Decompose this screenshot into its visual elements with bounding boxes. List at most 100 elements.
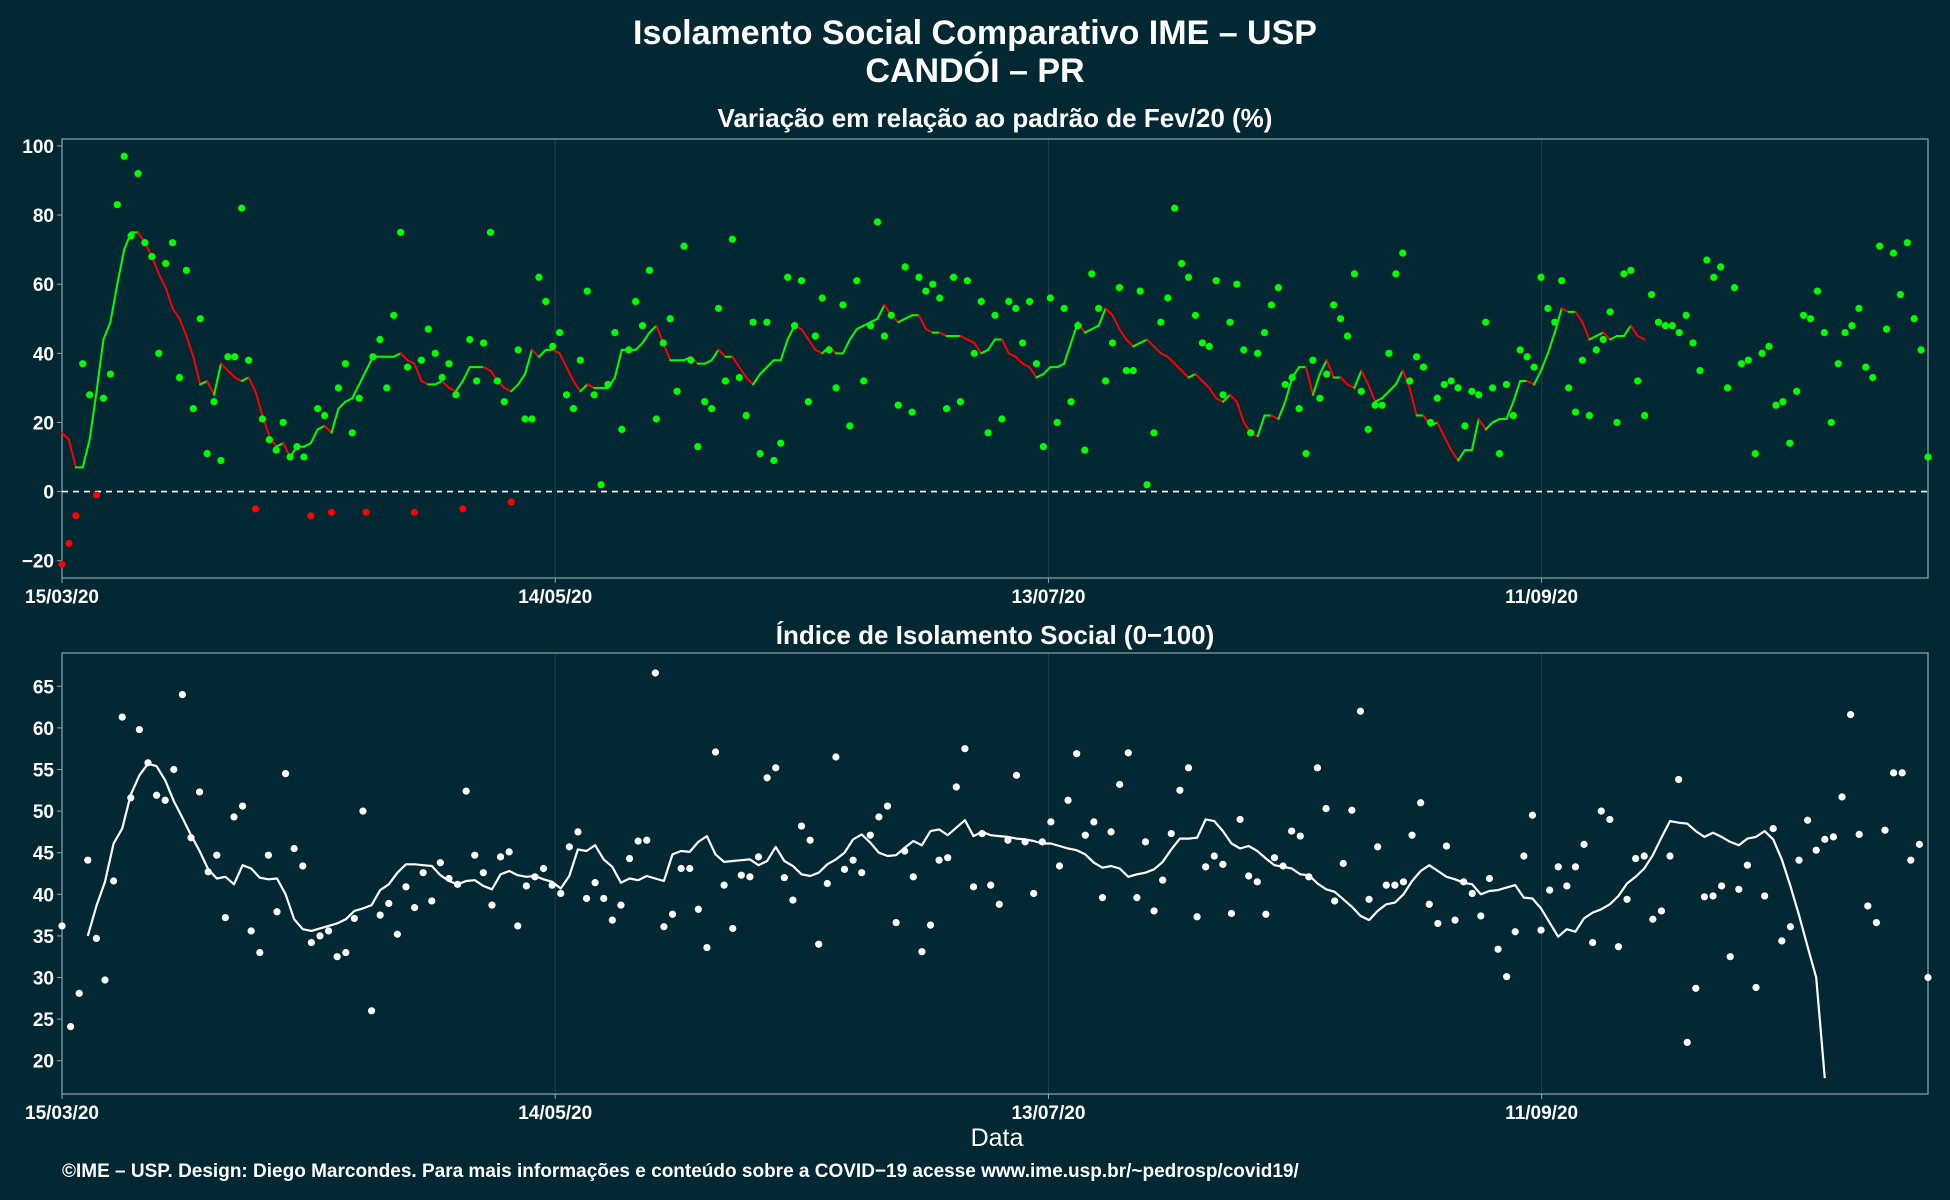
moving-average-segment [330, 407, 340, 434]
data-point [963, 277, 971, 285]
data-point [436, 859, 444, 867]
data-point [832, 753, 840, 761]
data-point [1067, 398, 1075, 406]
moving-average-segment [959, 335, 969, 341]
data-point [466, 335, 474, 344]
data-point [754, 853, 763, 861]
data-point [231, 353, 239, 361]
data-point [918, 948, 926, 956]
data-point [574, 828, 582, 836]
moving-average-segment [745, 376, 755, 386]
moving-average-segment [1374, 397, 1384, 403]
moving-average-segment [213, 362, 222, 396]
chart-title: Isolamento Social Comparativo IME – USP [633, 14, 1317, 52]
moving-average-segment [102, 321, 112, 341]
data-point [141, 239, 149, 247]
data-point [763, 774, 771, 782]
moving-average-segment [1318, 359, 1328, 376]
data-point [840, 865, 849, 873]
data-point [424, 325, 432, 333]
moving-average-segment [966, 338, 976, 344]
moving-average-segment [344, 397, 354, 403]
data-point [1090, 818, 1098, 826]
data-point [1184, 764, 1193, 772]
data-point [1313, 764, 1322, 772]
data-point [1468, 889, 1476, 898]
data-point [1806, 315, 1815, 323]
data-point [582, 894, 591, 903]
data-point [293, 443, 301, 451]
moving-average-segment [1636, 335, 1646, 341]
moving-average-segment [779, 338, 789, 362]
data-point [1634, 377, 1642, 385]
data-point [1417, 799, 1425, 807]
data-point [1903, 239, 1911, 247]
moving-average-segment [1394, 369, 1404, 386]
moving-average-segment [1595, 331, 1605, 338]
moving-average-segment [973, 341, 983, 355]
data-point [949, 273, 958, 281]
data-point [1546, 886, 1554, 894]
data-point [1502, 380, 1511, 389]
data-point [1544, 304, 1552, 312]
data-point [1012, 771, 1021, 779]
moving-average-segment [275, 442, 285, 448]
data-point [1838, 793, 1846, 801]
data-point [542, 297, 550, 306]
data-point [677, 864, 685, 873]
data-point [127, 794, 135, 802]
data-point [1399, 249, 1407, 257]
data-point [144, 759, 152, 767]
moving-average-segment [524, 348, 533, 376]
data-point [299, 862, 307, 870]
data-point [1580, 840, 1588, 848]
data-point [1675, 328, 1683, 337]
data-point [1703, 256, 1711, 264]
y-tick-label: 0 [43, 483, 54, 504]
moving-average-segment [1560, 307, 1570, 313]
data-point [1641, 411, 1649, 420]
data-point [376, 335, 384, 344]
data-point [539, 864, 548, 873]
data-point [148, 252, 156, 261]
data-point [569, 405, 578, 413]
data-point [1800, 311, 1808, 319]
data-point [1668, 322, 1676, 330]
panel-title: Índice de Isolamento Social (0−100) [776, 620, 1215, 650]
moving-average-segment [351, 383, 361, 400]
data-point [1260, 328, 1269, 337]
moving-average-segment [1035, 373, 1045, 379]
moving-average-segment [1477, 417, 1487, 431]
data-point [1046, 294, 1054, 302]
data-point [789, 896, 797, 904]
data-point [1613, 418, 1621, 427]
data-point [1364, 425, 1372, 433]
data-point [1331, 897, 1339, 905]
data-point [1477, 912, 1485, 920]
data-point [1623, 895, 1631, 903]
data-point [445, 360, 453, 368]
data-point [113, 201, 121, 209]
data-point [1597, 807, 1605, 815]
data-point [1563, 882, 1571, 890]
data-point [1585, 411, 1593, 420]
data-point [341, 360, 349, 368]
data-point [1565, 384, 1573, 392]
data-point [486, 228, 495, 236]
moving-average-segment [634, 341, 644, 351]
data-point [445, 874, 453, 883]
data-point [1683, 1038, 1691, 1047]
moving-average-segment [1235, 400, 1245, 424]
data-point [1357, 387, 1365, 395]
y-tick-label: 55 [33, 760, 55, 781]
data-point [1365, 895, 1373, 903]
data-point [1350, 270, 1358, 278]
moving-average-segment [586, 383, 596, 389]
moving-average-segment [641, 331, 651, 344]
moving-average-segment [337, 400, 347, 410]
data-point [1143, 481, 1151, 489]
moving-average-segment [1090, 324, 1100, 331]
data-point [1813, 287, 1822, 295]
data-point [1620, 270, 1628, 278]
data-point [1765, 342, 1773, 351]
